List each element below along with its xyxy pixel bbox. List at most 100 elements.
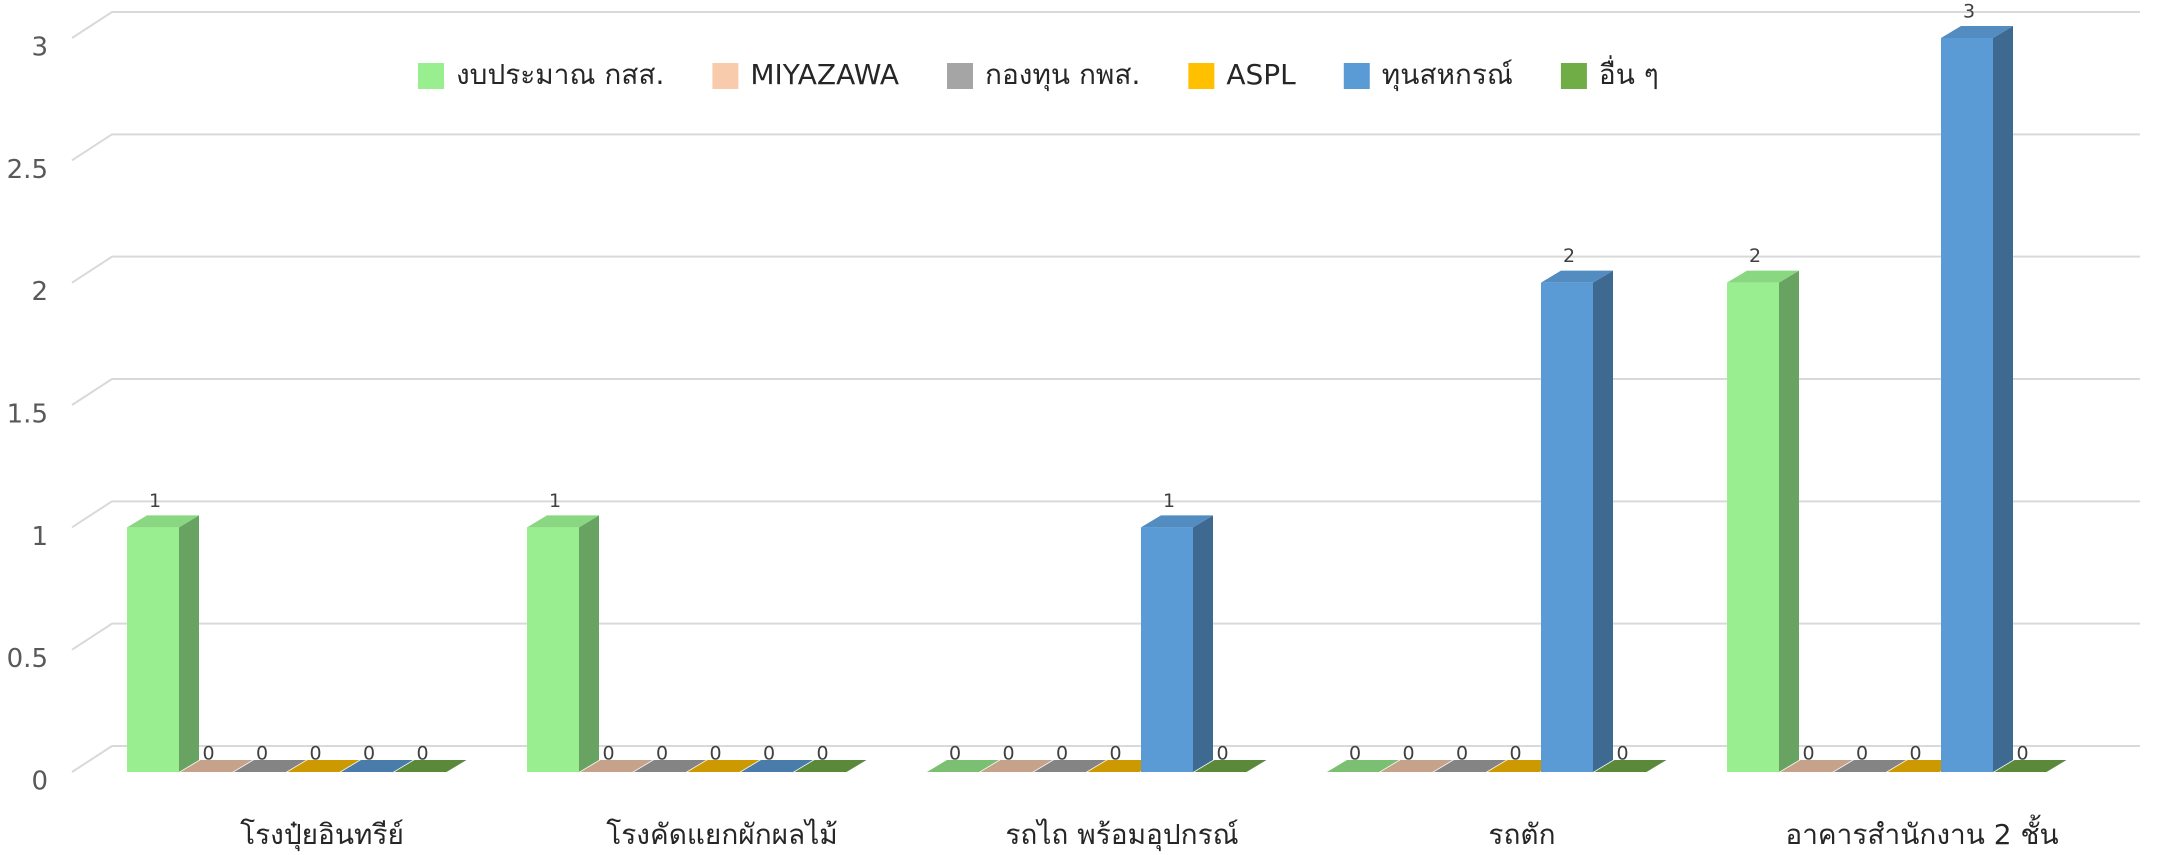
data-label: 2 bbox=[1749, 245, 1761, 267]
legend-label: อื่น ๆ bbox=[1599, 55, 1659, 91]
bar bbox=[741, 760, 813, 772]
bar bbox=[1780, 760, 1853, 772]
bar-top bbox=[1380, 760, 1453, 772]
data-label: 0 bbox=[1509, 743, 1521, 765]
data-label: 2 bbox=[1563, 245, 1575, 267]
data-label: 0 bbox=[709, 743, 721, 765]
legend-swatch bbox=[1343, 63, 1370, 89]
data-label: 0 bbox=[363, 743, 375, 765]
bar-top bbox=[794, 760, 867, 772]
bar bbox=[1994, 760, 2067, 772]
x-tick-label: โรงปุ๋ยอินทรีย์ bbox=[240, 818, 404, 852]
bar-top bbox=[1994, 760, 2067, 772]
bar-side bbox=[579, 515, 599, 772]
legend-label: ทุนสหกรณ์ bbox=[1382, 58, 1513, 92]
bar-top bbox=[1434, 760, 1506, 772]
legend-swatch bbox=[418, 63, 444, 89]
bar bbox=[287, 760, 360, 772]
bar-top bbox=[1780, 760, 1853, 772]
x-tick-label: รถตัก bbox=[1488, 818, 1555, 851]
data-label: 0 bbox=[256, 743, 268, 765]
legend-swatch bbox=[712, 63, 739, 89]
bar bbox=[1594, 760, 1667, 772]
grid-line bbox=[71, 745, 2140, 773]
grid-line bbox=[71, 378, 2140, 406]
y-tick-label: 2.5 bbox=[7, 155, 48, 185]
data-label: 0 bbox=[1456, 743, 1468, 765]
y-tick-label: 2 bbox=[31, 277, 48, 307]
bar-top bbox=[687, 760, 760, 772]
data-label: 0 bbox=[602, 743, 614, 765]
bar bbox=[980, 760, 1053, 772]
bar-top bbox=[1034, 760, 1106, 772]
legend-label: กองทุน กพส. bbox=[985, 58, 1140, 92]
bar-front bbox=[527, 527, 579, 772]
bar bbox=[687, 760, 760, 772]
x-tick-label: โรงคัดแยกผักผลไม้ bbox=[606, 818, 838, 851]
grid-line bbox=[71, 255, 2140, 284]
bar bbox=[1327, 760, 1399, 772]
bar bbox=[580, 760, 653, 772]
data-label: 1 bbox=[549, 490, 561, 512]
bar bbox=[1434, 760, 1506, 772]
bar-front bbox=[1727, 282, 1779, 772]
data-label: 0 bbox=[1856, 743, 1868, 765]
bar-top bbox=[127, 515, 199, 528]
data-label: 0 bbox=[1616, 743, 1628, 765]
bar-side bbox=[1993, 26, 2013, 772]
data-label: 0 bbox=[656, 743, 668, 765]
bar-top bbox=[1941, 26, 2013, 38]
data-label: 0 bbox=[949, 743, 961, 765]
legend-label: MIYAZAWA bbox=[750, 58, 899, 91]
data-label: 1 bbox=[149, 490, 161, 512]
bar-side bbox=[1593, 270, 1613, 772]
data-label: 0 bbox=[416, 743, 428, 765]
legend-swatch bbox=[947, 63, 974, 89]
data-label: 0 bbox=[1056, 743, 1068, 765]
legend-swatch bbox=[1560, 63, 1587, 89]
y-tick-label: 0 bbox=[31, 767, 48, 797]
x-tick-label: อาคารสำนักงาน 2 ชั้น bbox=[1785, 814, 2058, 851]
legend-label: งบประมาณ กสส. bbox=[456, 58, 664, 91]
bar-top bbox=[580, 760, 653, 772]
bar-top bbox=[741, 760, 813, 772]
data-label: 0 bbox=[1909, 743, 1921, 765]
bar-front bbox=[1541, 282, 1593, 772]
bar-top bbox=[1141, 515, 1213, 528]
y-tick-label: 1 bbox=[31, 522, 48, 552]
data-label: 0 bbox=[816, 743, 828, 765]
y-tick-label: 1.5 bbox=[7, 400, 48, 430]
grid-line bbox=[71, 500, 2140, 529]
bar bbox=[1941, 26, 2013, 772]
legend-label: ASPL bbox=[1226, 58, 1296, 91]
bar-top bbox=[927, 760, 999, 772]
bar-front bbox=[127, 527, 179, 772]
x-tick-label: รถไถ พร้อมอุปกรณ์ bbox=[1005, 818, 1238, 852]
bar-side bbox=[179, 515, 199, 772]
bar-top bbox=[341, 760, 413, 772]
y-tick-label: 3 bbox=[31, 33, 48, 63]
data-label: 3 bbox=[1963, 1, 1975, 23]
bar-top bbox=[287, 760, 360, 772]
grid-line bbox=[71, 133, 2140, 162]
bar bbox=[394, 760, 467, 772]
data-label: 0 bbox=[1802, 743, 1814, 765]
bar-side bbox=[1779, 270, 1799, 772]
bar bbox=[527, 515, 599, 772]
bar bbox=[234, 760, 306, 772]
bar-front bbox=[1141, 527, 1193, 772]
data-label: 0 bbox=[763, 743, 775, 765]
bar-top bbox=[1834, 760, 1906, 772]
bar-top bbox=[1727, 270, 1799, 283]
bar bbox=[127, 515, 199, 772]
bar-top bbox=[527, 515, 599, 528]
bar-top bbox=[394, 760, 467, 772]
data-label: 0 bbox=[1216, 743, 1228, 765]
bar-top bbox=[180, 760, 253, 772]
bar-top bbox=[1594, 760, 1667, 772]
bar bbox=[180, 760, 253, 772]
data-label: 0 bbox=[2016, 743, 2028, 765]
bar bbox=[1834, 760, 1906, 772]
